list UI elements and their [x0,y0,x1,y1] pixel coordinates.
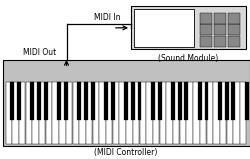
Bar [206,82,212,144]
Bar [227,13,239,24]
Bar [79,82,85,144]
Text: MIDI Out: MIDI Out [23,48,56,57]
Bar [152,82,159,144]
Bar [226,82,232,144]
Bar [64,82,68,120]
Bar [90,82,94,120]
Bar [219,82,226,144]
Bar [66,82,72,144]
Bar [159,82,166,144]
Bar [106,82,112,144]
Bar [146,82,152,144]
Bar [57,82,61,120]
Bar [199,82,205,144]
Bar [186,82,192,144]
Bar [157,82,161,120]
Bar [6,82,12,144]
Bar [192,82,199,144]
Bar [44,82,48,120]
Bar [244,82,248,120]
Bar [204,82,208,120]
Bar [110,82,114,120]
Bar [213,36,226,47]
Bar [199,13,212,24]
Bar [124,82,128,120]
Bar [172,82,179,144]
Bar [166,82,172,144]
Bar [99,82,105,144]
Bar [19,82,25,144]
Bar [12,82,18,144]
Bar [17,82,21,120]
Bar [132,82,139,144]
Bar [134,9,194,47]
Bar [86,82,92,144]
Bar [32,82,38,144]
Bar [232,82,239,144]
Text: (Sound Module): (Sound Module) [158,54,218,63]
Bar [37,82,41,120]
Bar [197,82,201,120]
Bar [59,82,65,144]
Text: MIDI In: MIDI In [94,13,120,22]
Bar [10,82,14,120]
Text: (MIDI Controller): (MIDI Controller) [94,148,156,157]
Bar [77,82,81,120]
Bar [199,36,212,47]
Bar [213,13,226,24]
Bar [137,82,141,120]
Bar [84,82,87,120]
Bar [184,82,188,120]
Bar [170,82,174,120]
Bar [199,24,212,35]
Bar [26,82,32,144]
Bar [239,82,246,144]
Bar [213,24,226,35]
Bar [30,82,34,120]
Bar [119,82,126,144]
Bar [92,82,99,144]
Bar [72,82,79,144]
Bar [212,82,219,144]
Bar [130,6,245,49]
Bar [217,82,221,120]
Bar [52,82,59,144]
Bar [179,82,186,144]
Bar [139,82,145,144]
Bar [177,82,181,120]
Bar [150,82,154,120]
Bar [2,60,249,146]
Bar [227,24,239,35]
Bar [39,82,45,144]
Bar [104,82,108,120]
Bar [126,82,132,144]
Bar [227,36,239,47]
Bar [130,82,134,120]
Bar [46,82,52,144]
Bar [224,82,228,120]
Bar [112,82,119,144]
Bar [230,82,234,120]
